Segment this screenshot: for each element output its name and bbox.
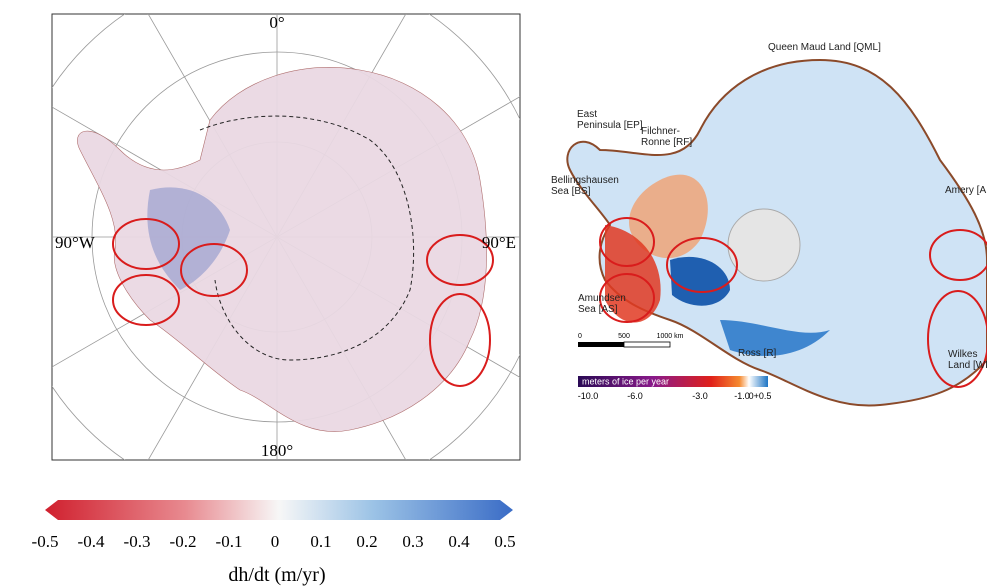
scale-labels: 0 500 1000 km <box>578 333 684 340</box>
colorbar-tick-label: -0.1 <box>216 532 243 551</box>
region-label: Ross [R] <box>738 348 777 359</box>
colorbar-tick-label: -10.0 <box>578 391 599 401</box>
left-map: 0° 90°W 90°E 180° <box>0 0 560 520</box>
colorbar-tick-label: 0.3 <box>402 532 423 551</box>
colorbar-tick-label: -0.2 <box>170 532 197 551</box>
colorbar-tick-label: 0.2 <box>356 532 377 551</box>
region-label: Amundsen <box>578 293 626 304</box>
colorbar-tick-label: 0.1 <box>310 532 331 551</box>
region-label: Land [WL] <box>948 360 987 371</box>
region-label: Peninsula [EP] <box>577 120 643 131</box>
colorbar-tick-label: -1.0 <box>734 391 750 401</box>
colorbar-tick-label: 0.5 <box>494 532 515 551</box>
left-colorbar: dh/dt (m/yr) -0.5 -0.4 -0.3 -0.2 -0.1 0 0.1 0.2… <box>32 500 516 586</box>
colorbar-tick-label: 0+0.5 <box>749 391 772 401</box>
meridian-label: 0° <box>269 13 284 32</box>
scale-bar <box>624 342 670 347</box>
region-label: Filchner- <box>641 126 680 137</box>
region-label: East <box>577 109 597 120</box>
colorbar-ticks: -10.0 -6.0 -3.0 -1.00+0.5 <box>578 391 772 401</box>
scale-label: 500 <box>618 333 630 340</box>
scale-label: 0 <box>578 333 582 340</box>
figure: 0° 90°W 90°E 180° dh/dt (m/yr) -0.5-0.4-… <box>0 0 987 587</box>
colorbar-tick-label: -0.3 <box>124 532 151 551</box>
colorbar-tick-label: 0 <box>271 532 280 551</box>
region-label: Bellingshausen <box>551 175 619 186</box>
region-label: Sea [BS] <box>551 186 591 197</box>
page: 0° 90°W 90°E 180° dh/dt (m/yr) -0.5-0.4-… <box>0 0 987 587</box>
colorbar-label: meters of ice per year <box>582 377 669 387</box>
colorbar-tick-label: -0.5 <box>32 532 59 551</box>
colorbar-label: dh/dt (m/yr) <box>228 564 325 586</box>
colorbar-tick-label: -0.4 <box>78 532 105 551</box>
scale-label: 1000 km <box>657 333 684 340</box>
meridian-label: 180° <box>261 441 293 460</box>
region-label: Ronne [RF] <box>641 137 692 148</box>
pole-hole <box>728 209 800 281</box>
colorbar-tick-label: -6.0 <box>627 391 643 401</box>
region-label: Queen Maud Land [QML] <box>768 42 881 53</box>
region-label: Wilkes <box>948 349 977 360</box>
colorbar-ramp <box>45 500 513 520</box>
meridian-label: 90°E <box>482 233 516 252</box>
meridian-label: 90°W <box>55 233 96 252</box>
region-label: Sea [AS] <box>578 304 618 315</box>
colorbar-tick-label: 0.4 <box>448 532 470 551</box>
colorbar-tick-label: -3.0 <box>692 391 708 401</box>
region-label: Amery [A <box>945 185 986 196</box>
scale-bar <box>578 342 624 347</box>
